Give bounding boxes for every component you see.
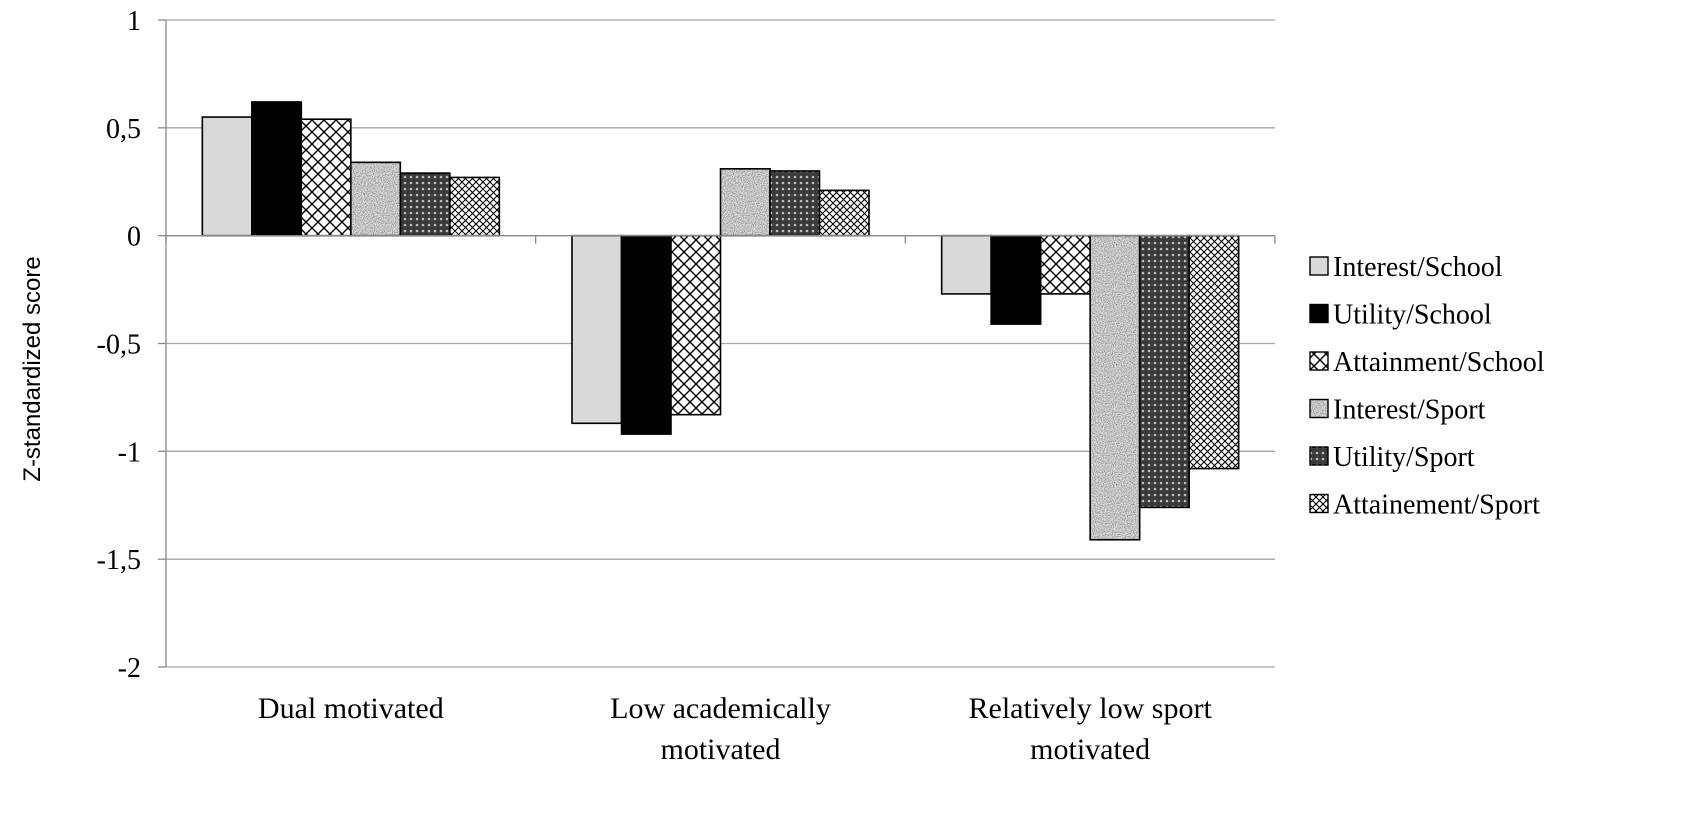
legend-label: Interest/School: [1333, 252, 1503, 283]
legend-label: Interest/Sport: [1333, 395, 1486, 426]
bar: [719, 168, 771, 237]
bar: [818, 189, 870, 237]
x-category-label: motivated: [661, 733, 781, 766]
bar: [670, 234, 722, 416]
x-category-label: Dual motivated: [258, 692, 444, 725]
y-tick-label: 0: [127, 222, 141, 253]
bar: [1188, 234, 1240, 470]
bar: [300, 118, 352, 237]
legend-label: Attainement/Sport: [1333, 490, 1540, 521]
legend-swatch: [1309, 493, 1329, 514]
bar: [399, 172, 451, 237]
legend-swatch: [1309, 256, 1329, 276]
y-tick-label: -1: [118, 437, 141, 468]
legend-label: Utility/School: [1333, 300, 1492, 331]
x-category-label: motivated: [1030, 733, 1150, 766]
axes: [165, 20, 1276, 667]
y-axis-ticks: 1 0,5 0 -0,5 -1 -1,5 -2: [97, 6, 141, 684]
bar: [620, 234, 672, 435]
bar: [449, 176, 501, 237]
bar: [350, 161, 402, 237]
bar: [1138, 234, 1190, 509]
x-category-label: Low academically: [610, 692, 831, 725]
bar: [940, 234, 992, 295]
bar: [571, 234, 623, 425]
bars: [201, 101, 1240, 541]
y-axis-title: Z-standardized score: [19, 256, 46, 481]
bar: [201, 116, 253, 237]
bar: [769, 170, 821, 237]
legend-swatch: [1309, 398, 1329, 419]
legend-label: Attainment/School: [1333, 347, 1545, 378]
legend-swatch: [1309, 303, 1329, 324]
y-tick-label: -0,5: [97, 330, 141, 361]
legend-label: Utility/Sport: [1333, 442, 1475, 473]
legend: Interest/School Utility/School Attainment/…: [1309, 252, 1545, 521]
legend-swatch: [1309, 351, 1329, 371]
x-category-label: Relatively low sport: [969, 692, 1213, 725]
y-tick-label: -2: [118, 653, 141, 684]
x-axis-categories: Dual motivated Low academically motivated R…: [258, 692, 1213, 766]
legend-swatch: [1309, 446, 1329, 466]
y-tick-label: 1: [127, 6, 141, 37]
bar: [990, 234, 1042, 325]
bar: [1039, 234, 1091, 295]
y-tick-label: 0,5: [106, 114, 141, 145]
bar: [251, 101, 303, 237]
bar: [1089, 234, 1141, 541]
y-tick-label: -1,5: [97, 545, 141, 576]
